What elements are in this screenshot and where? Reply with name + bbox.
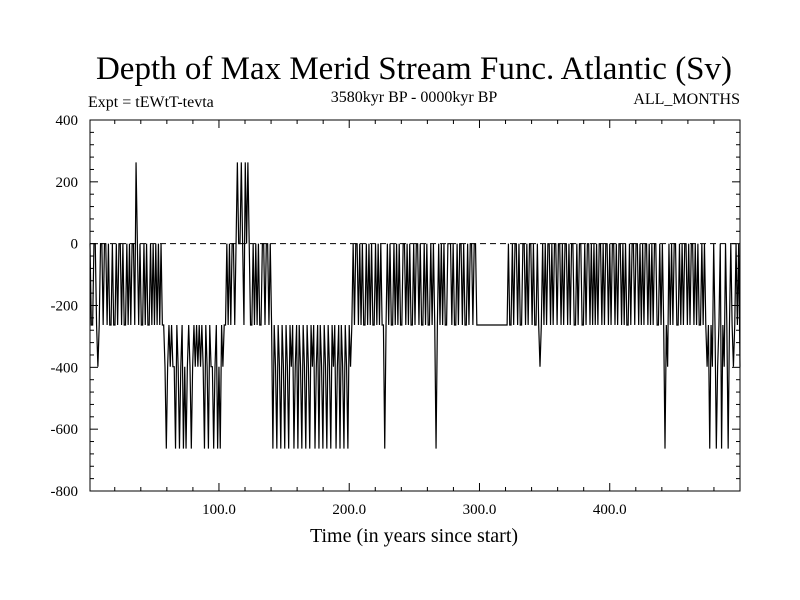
series-line [89, 162, 741, 449]
x-tick-label: 200.0 [332, 502, 366, 518]
period-label: 3580kyr BP - 0000kyr BP [331, 89, 498, 106]
x-axis-label: Time (in years since start) [310, 525, 518, 547]
y-tick-label: 200 [56, 175, 79, 191]
x-tick-label: 100.0 [202, 502, 236, 518]
x-axis: 100.0 200.0 300.0 400.0 [114, 120, 715, 518]
y-tick-label: -400 [51, 360, 79, 376]
y-tick-label: 0 [71, 237, 79, 253]
experiment-label: Expt = tEWtT-tevta [88, 94, 214, 111]
y-axis: -800 -600 -400 -200 0 200 400 [51, 113, 740, 500]
x-tick-label: 300.0 [463, 502, 497, 518]
y-tick-label: -600 [51, 422, 79, 438]
y-tick-label: 400 [56, 113, 79, 129]
plot-frame [89, 119, 741, 492]
months-label: ALL_MONTHS [633, 91, 740, 108]
y-tick-label: -200 [51, 299, 79, 315]
x-tick-label: 400.0 [593, 502, 627, 518]
y-tick-label: -800 [51, 484, 79, 500]
chart-title: Depth of Max Merid Stream Func. Atlantic… [96, 51, 732, 87]
